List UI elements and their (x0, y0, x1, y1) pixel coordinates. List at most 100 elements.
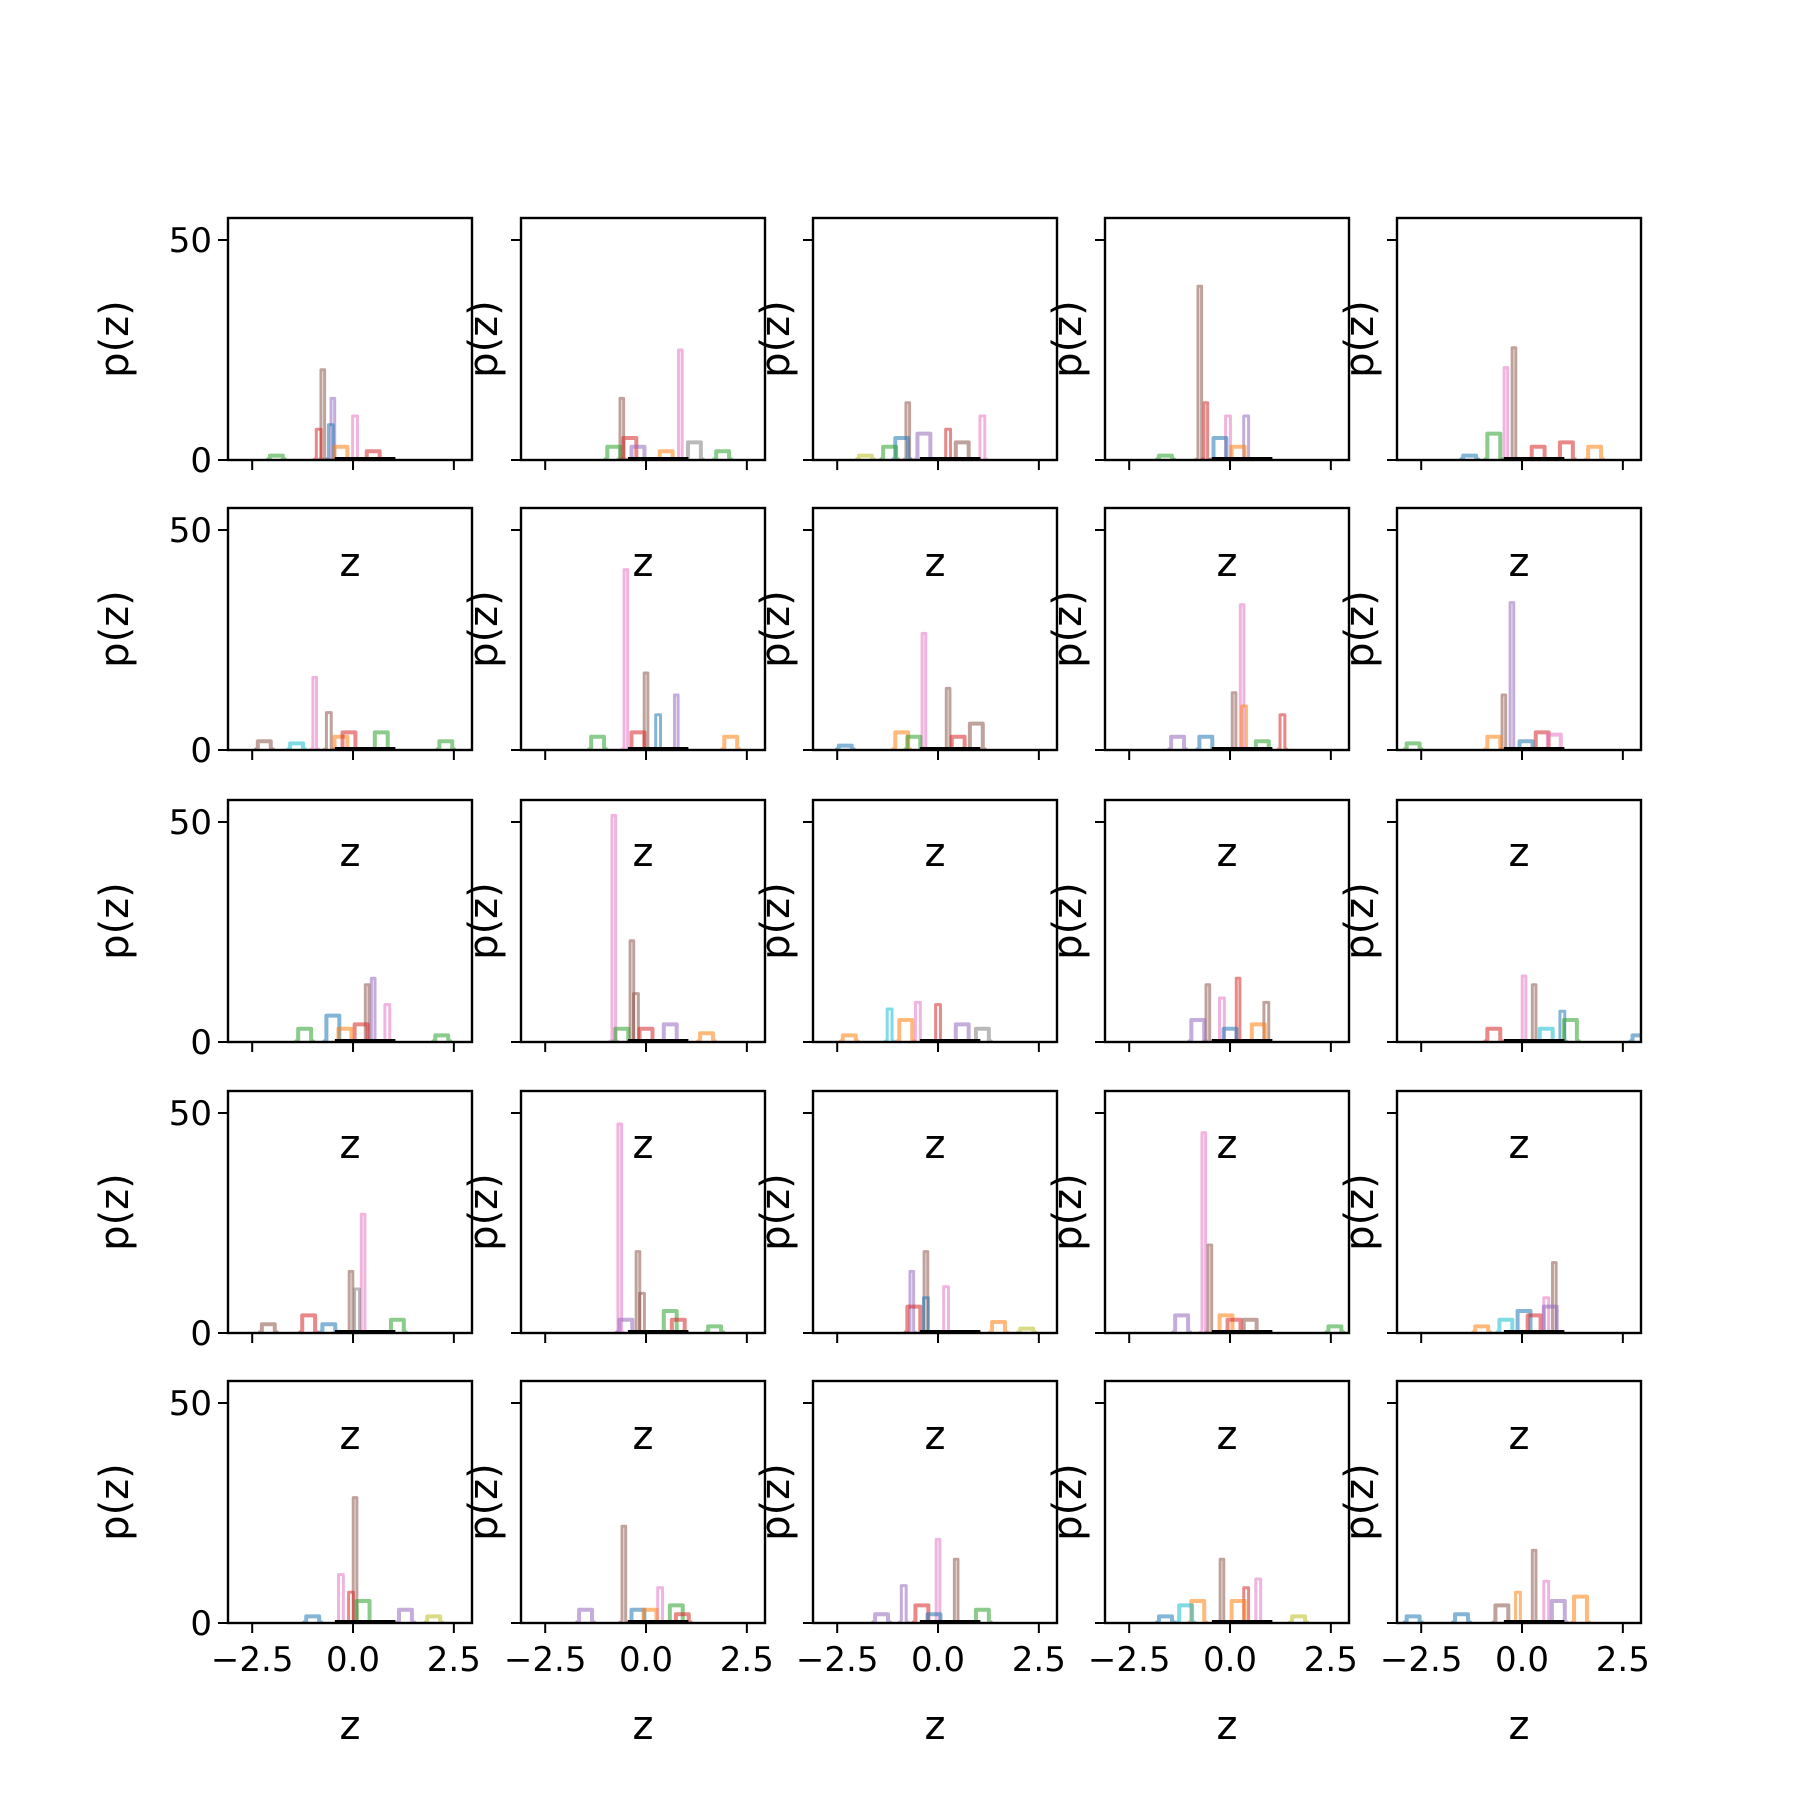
y-axis-label: p(z) (1337, 590, 1383, 668)
plot-area (614, 1122, 726, 1333)
x-axis-label: z (340, 1413, 361, 1459)
peak-r4-c4-3 (1569, 1594, 1592, 1623)
peak-r4-c3-6 (1154, 1614, 1177, 1623)
subplot-r0-c0: 0 50 z p(z) (92, 216, 474, 586)
x-axis-label: z (925, 540, 946, 586)
y-axis-label: p(z) (753, 1173, 799, 1251)
subplot-r3-c4: z p(z) (1337, 1089, 1643, 1459)
peak-r0-c4-6 (1459, 453, 1481, 460)
x-axis-label: z (633, 1703, 654, 1749)
x-tick-label: −2.5 (211, 1640, 294, 1680)
y-axis-label: p(z) (1045, 1173, 1091, 1251)
axes-frame (1103, 798, 1351, 1044)
subplot-r4-c0: −2.5 0.0 2.5 0 50 z p(z) (92, 1379, 481, 1749)
x-tick-label: 2.5 (1304, 1640, 1358, 1680)
x-axis-label: z (1509, 1413, 1530, 1459)
axes-frame (226, 1379, 474, 1625)
plot-area (257, 1212, 408, 1333)
x-axis-label: z (1509, 540, 1530, 586)
y-axis-label: p(z) (461, 882, 507, 960)
y-axis-label: p(z) (1045, 590, 1091, 668)
peak-r4-c4-7 (1402, 1614, 1424, 1623)
x-axis-label: z (925, 1413, 946, 1459)
y-tick-label: 0 (190, 441, 212, 481)
peak-r1-c1-4 (587, 734, 609, 750)
subplot-r2-c3: z p(z) (1045, 798, 1351, 1168)
peak-r2-c4-4 (1483, 1026, 1505, 1042)
x-axis-label: z (925, 1703, 946, 1749)
x-axis-label: z (633, 1413, 654, 1459)
plot-area (253, 675, 457, 750)
subplot-r0-c4: z p(z) (1337, 216, 1643, 586)
y-axis-label: p(z) (92, 590, 138, 668)
plot-area (1154, 284, 1273, 460)
axes-frame (1395, 1089, 1643, 1335)
axes-frame (519, 1379, 767, 1625)
axes-frame (811, 1089, 1059, 1335)
plot-area (1402, 601, 1565, 750)
x-axis-label: z (925, 830, 946, 876)
y-axis-label: p(z) (753, 1463, 799, 1541)
peak-r2-c2-3 (895, 1018, 917, 1042)
y-axis-label: p(z) (1337, 882, 1383, 960)
plot-area (903, 1250, 1038, 1333)
axes-frame (1395, 798, 1643, 1044)
x-axis-label: z (925, 1122, 946, 1168)
subplot-r2-c2: z p(z) (753, 798, 1059, 1168)
y-axis-label: p(z) (1337, 1173, 1383, 1251)
peak-r2-c2-1 (883, 1007, 896, 1042)
peak-r3-c1-5 (704, 1324, 726, 1333)
subplot-r4-c1: −2.5 0.0 2.5 z p(z) (461, 1379, 774, 1749)
subplot-r3-c1: z p(z) (461, 1089, 767, 1459)
x-tick-label: 0.0 (1203, 1640, 1257, 1680)
subplot-r1-c2: z p(z) (753, 506, 1059, 876)
peak-r1-c1-5 (720, 734, 742, 750)
y-axis-label: p(z) (1045, 300, 1091, 378)
x-tick-label: −2.5 (1380, 1640, 1463, 1680)
axes-frame (226, 798, 474, 1044)
peak-r0-c2-7 (854, 453, 876, 460)
x-tick-label: 0.0 (1495, 1640, 1549, 1680)
axes-frame (1395, 506, 1643, 752)
y-axis-label: p(z) (1045, 882, 1091, 960)
axes-frame (519, 216, 767, 462)
peak-r4-c1-3 (574, 1607, 597, 1623)
subplot-r1-c1: z p(z) (461, 506, 767, 876)
subplot-r1-c3: z p(z) (1045, 506, 1351, 876)
plot-area (574, 1524, 693, 1623)
subplot-r3-c3: z p(z) (1045, 1089, 1351, 1459)
y-axis-label: p(z) (1337, 300, 1383, 378)
subplot-r1-c4: z p(z) (1337, 506, 1643, 876)
y-axis-label: p(z) (461, 1173, 507, 1251)
x-axis-label: z (340, 540, 361, 586)
x-axis-label: z (1509, 1703, 1530, 1749)
axes-frame (1103, 506, 1351, 752)
y-tick-label: 50 (169, 1094, 212, 1134)
peak-r1-c4-2 (1483, 734, 1505, 750)
peak-r1-c4-5 (1402, 741, 1424, 750)
x-axis-label: z (633, 540, 654, 586)
x-axis-label: z (1217, 1122, 1238, 1168)
peak-r3-c4-5 (1471, 1324, 1493, 1333)
axes-frame (811, 216, 1059, 462)
x-tick-label: −2.5 (504, 1640, 587, 1680)
plot-area (302, 1496, 445, 1623)
x-tick-label: 2.5 (720, 1640, 774, 1680)
peak-r1-c3-5 (1167, 734, 1189, 750)
peak-r0-c1-6 (712, 449, 734, 460)
plot-area (870, 1537, 993, 1623)
subplot-r0-c1: z p(z) (461, 216, 767, 586)
peak-r1-c2-5 (834, 743, 856, 750)
y-tick-label: 0 (190, 1314, 212, 1354)
x-axis-label: z (1509, 830, 1530, 876)
y-axis-label: p(z) (92, 882, 138, 960)
plot-area (1187, 976, 1273, 1042)
peak-r1-c0-7 (285, 741, 308, 750)
peak-r4-c2-2 (897, 1584, 910, 1623)
subplot-r2-c1: z p(z) (461, 798, 767, 1168)
subplot-panels: 0 50 z p(z) z p(z) z p(z) z p(z) z p(z) 0 50 z p(z) z p(z… (92, 216, 1650, 1749)
y-tick-label: 0 (190, 1023, 212, 1063)
plot-area (1471, 1261, 1565, 1333)
plot-area (1459, 346, 1606, 460)
